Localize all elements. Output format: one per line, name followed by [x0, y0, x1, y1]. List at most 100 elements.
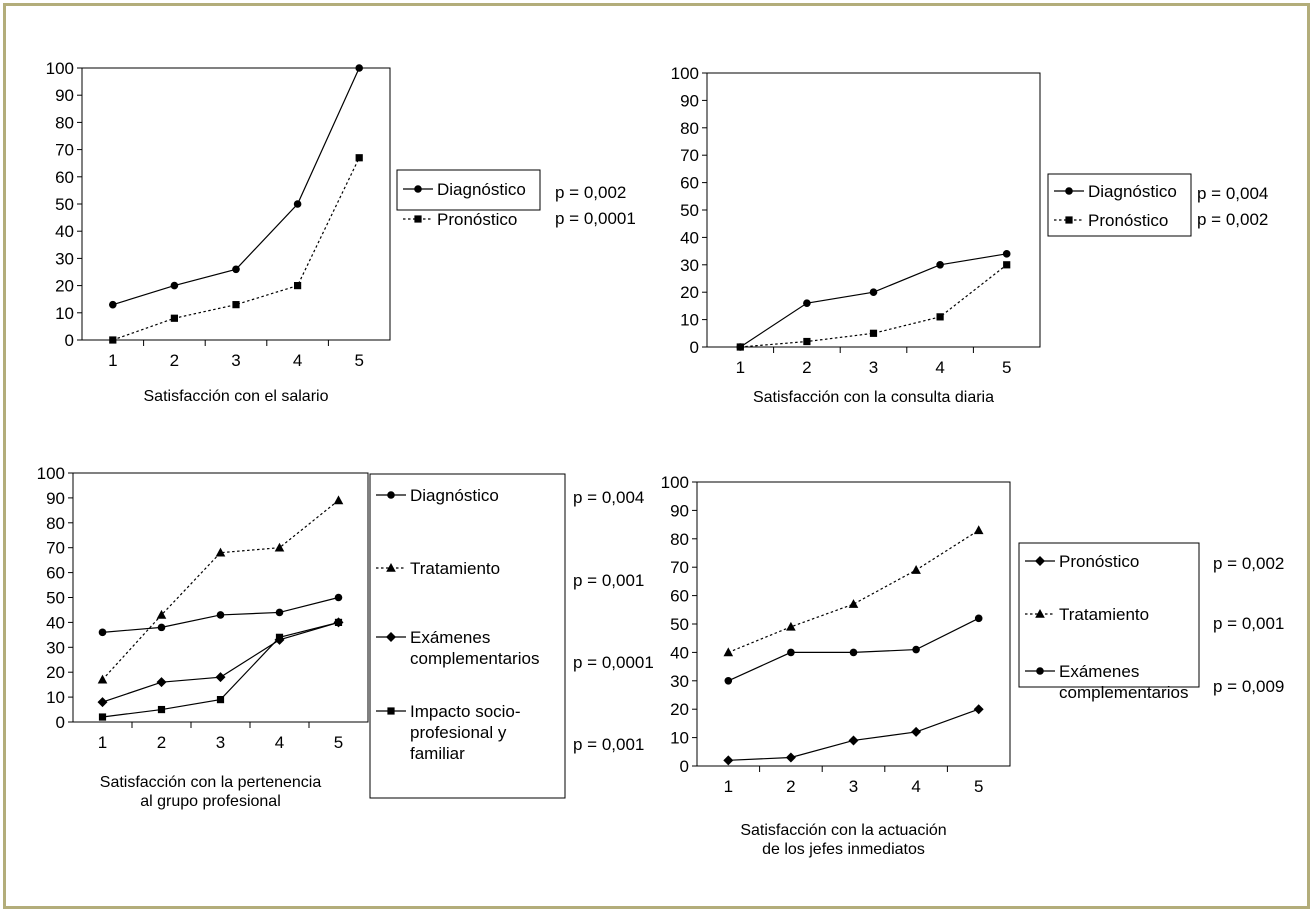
y-tick-label: 10 [46, 688, 65, 707]
p-value-label: p = 0,001 [573, 571, 644, 590]
x-axis-label: de los jefes inmediatos [762, 841, 925, 858]
y-tick-label: 60 [670, 587, 689, 606]
legend-marker [1065, 187, 1073, 195]
plot-area [706, 72, 1041, 348]
legend-label: Impacto socio- [410, 702, 521, 721]
series-2-line [740, 264, 1008, 348]
p-value-label: p = 0,001 [573, 735, 644, 754]
series-1-point [355, 64, 364, 72]
legend-box [1018, 542, 1200, 688]
figure-frame [3, 3, 1310, 909]
y-tick-label: 70 [55, 141, 74, 160]
series-3-point [787, 648, 795, 657]
p-value-label: p = 0,0001 [555, 209, 636, 228]
legend-label: complementarios [410, 649, 539, 668]
series-1-point [803, 299, 811, 307]
series-2-point [97, 674, 108, 684]
x-tick-label: 2 [157, 733, 166, 752]
series-2-point [355, 154, 363, 162]
series-3-point [849, 648, 858, 657]
series-4-point [216, 695, 225, 704]
series-2-point [1003, 261, 1011, 269]
legend-marker [414, 215, 422, 223]
y-tick-label: 90 [680, 91, 699, 110]
y-tick-label: 20 [55, 277, 74, 296]
y-tick-label: 100 [46, 59, 74, 78]
legend-marker [414, 185, 422, 193]
x-tick-label: 4 [275, 733, 284, 752]
legend-marker [387, 707, 395, 715]
legend-box [369, 473, 566, 799]
series-1-point [157, 623, 166, 632]
p-value-label: p = 0,004 [1197, 184, 1268, 203]
series-2-line [112, 157, 360, 341]
series-2-point [803, 337, 811, 346]
x-tick-label: 1 [98, 733, 107, 752]
series-1-point [723, 755, 734, 766]
y-tick-label: 80 [680, 119, 699, 138]
x-axis-label: Satisfacción con la pertenencia [100, 774, 322, 791]
series-3-line [102, 621, 339, 703]
y-tick-label: 80 [46, 514, 65, 533]
x-tick-label: 2 [786, 777, 795, 796]
x-tick-label: 2 [170, 351, 179, 370]
series-3-point [97, 697, 108, 708]
legend-label: complementarios [1059, 683, 1188, 702]
chart-3: 0 10 20 30 40 50 60 70 80 90 100 1 2 3 4 5 Satisfacción … [37, 464, 654, 810]
series-1-point [334, 593, 343, 602]
legend-marker [387, 491, 395, 499]
y-tick-label: 30 [680, 256, 699, 275]
legend-marker [386, 632, 396, 642]
y-tick-label: 90 [670, 501, 689, 520]
series-3-point [156, 677, 167, 688]
y-tick-label: 0 [65, 331, 74, 350]
x-tick-label: 1 [736, 358, 745, 377]
y-tick-label: 100 [37, 464, 65, 483]
p-value-label: p = 0,001 [1213, 614, 1284, 633]
x-tick-label: 5 [1002, 358, 1011, 377]
y-tick-label: 50 [46, 589, 65, 608]
x-axis-label: Satisfacción con la actuación [740, 822, 946, 839]
legend-label: Diagnóstico [1088, 182, 1177, 201]
y-tick-label: 20 [46, 663, 65, 682]
series-1-point [785, 752, 796, 763]
y-tick-label: 10 [680, 311, 699, 330]
series-2-point [911, 565, 921, 574]
p-value-label: p = 0,004 [573, 488, 644, 507]
p-value-label: p = 0,002 [555, 183, 626, 202]
x-tick-label: 5 [354, 351, 363, 370]
y-tick-label: 10 [670, 729, 689, 748]
y-tick-label: 80 [55, 113, 74, 132]
y-tick-label: 20 [680, 283, 699, 302]
x-tick-label: 2 [802, 358, 811, 377]
y-tick-label: 100 [661, 473, 689, 492]
y-tick-label: 0 [680, 757, 689, 776]
legend-label: Pronóstico [437, 210, 517, 229]
series-2-point [936, 313, 944, 321]
x-tick-label: 5 [974, 777, 983, 796]
x-tick-label: 3 [849, 777, 858, 796]
series-1-point [911, 726, 922, 737]
legend-marker [1036, 667, 1044, 675]
y-tick-label: 90 [46, 489, 65, 508]
y-tick-label: 30 [55, 249, 74, 268]
legend-label: familiar [410, 744, 465, 763]
series-1-point [936, 261, 944, 269]
y-tick-label: 70 [46, 539, 65, 558]
x-axis-label: al grupo profesional [140, 793, 281, 810]
legend-marker [386, 563, 396, 572]
series-3-point [974, 614, 983, 623]
y-tick-label: 40 [680, 228, 699, 247]
plot-area [696, 481, 1011, 767]
legend-label: Exámenes [1059, 662, 1139, 681]
y-tick-label: 20 [670, 700, 689, 719]
y-tick-label: 70 [680, 146, 699, 165]
series-4-point [334, 618, 343, 626]
series-2-point [215, 547, 226, 557]
series-3-point [912, 645, 920, 654]
series-2-point [170, 314, 178, 322]
y-tick-label: 50 [55, 195, 74, 214]
series-2-point [109, 336, 117, 344]
series-1-line [728, 708, 979, 761]
